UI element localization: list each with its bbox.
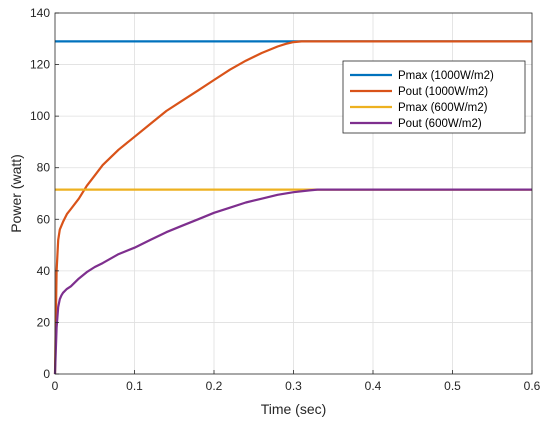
- x-tick-label: 0.6: [524, 379, 541, 393]
- x-tick-label: 0.2: [206, 379, 223, 393]
- series-layer: [53, 40, 532, 375]
- ticks: [54, 12, 533, 375]
- pout-600-line: [53, 188, 532, 375]
- y-tick-label: 20: [37, 315, 51, 329]
- x-tick-label: 0.3: [285, 379, 302, 393]
- legend: Pmax (1000W/m2) Pout (1000W/m2) Pmax (600W…: [342, 60, 526, 134]
- y-tick-label: 0: [43, 367, 50, 381]
- tick-labels: 0 0.1 0.2 0.3 0.4 0.5 0.6 0 20 40 60 80 100 120 140: [30, 6, 541, 393]
- y-tick-label: 40: [37, 264, 51, 278]
- x-tick-label: 0.5: [444, 379, 461, 393]
- y-tick-label: 120: [30, 58, 50, 72]
- y-tick-label: 100: [30, 109, 50, 123]
- x-tick-label: 0.4: [365, 379, 382, 393]
- x-tick-label: 0: [52, 379, 59, 393]
- y-tick-label: 140: [30, 6, 50, 20]
- legend-entry-pout-1000: Pout (1000W/m2): [398, 86, 488, 98]
- legend-entry-pmax-600: Pmax (600W/m2): [398, 102, 488, 114]
- x-axis-title: Time (sec): [261, 401, 327, 417]
- y-tick-label: 80: [37, 161, 51, 175]
- y-axis-title: Power (watt): [8, 154, 24, 233]
- x-tick-label: 0.1: [126, 379, 143, 393]
- legend-box: [342, 60, 526, 134]
- y-tick-label: 60: [37, 212, 51, 226]
- legend-entry-pout-600: Pout (600W/m2): [398, 118, 482, 130]
- pout-1000-line: [53, 40, 532, 375]
- legend-entry-pmax-1000: Pmax (1000W/m2): [398, 70, 494, 82]
